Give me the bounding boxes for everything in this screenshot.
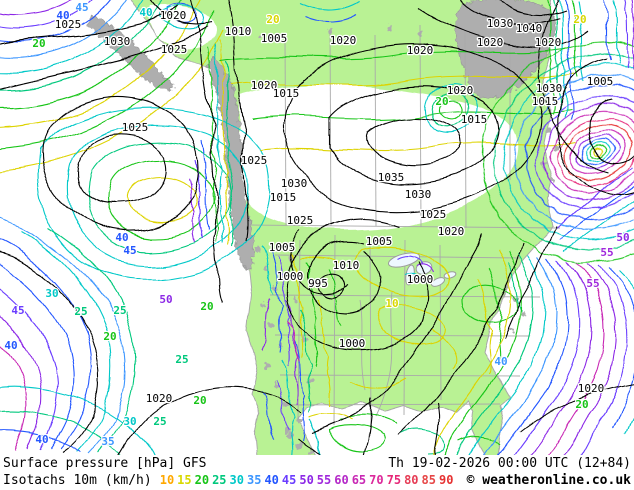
pressure-label: 1030 xyxy=(405,188,432,201)
legend-value-55: 55 xyxy=(316,473,332,487)
isotach-label: 55 xyxy=(586,277,599,290)
legend-value-25: 25 xyxy=(212,473,227,487)
pressure-label: 1020 xyxy=(160,9,187,22)
pressure-label: 1040 xyxy=(516,22,543,35)
field-title: Surface pressure [hPa] GFS xyxy=(3,456,207,472)
pressure-contours xyxy=(0,0,634,455)
legend-value-15: 15 xyxy=(177,473,192,487)
pressure-label: 1005 xyxy=(366,235,393,248)
isotach-label: 20 xyxy=(200,300,213,313)
isotach-label: 20 xyxy=(32,37,45,50)
isotach-label: 20 xyxy=(575,398,588,411)
field-label: Surface pressure [hPa] xyxy=(3,456,176,471)
pressure-label: 1025 xyxy=(287,214,314,227)
isotach-label: 35 xyxy=(101,435,114,448)
isotach-label: 40 xyxy=(56,9,69,22)
pressure-label: 1020 xyxy=(251,79,278,92)
isotach-contours xyxy=(0,0,634,455)
copyright: © weatheronline.co.uk xyxy=(466,473,631,488)
pressure-label: 1020 xyxy=(535,36,562,49)
legend-value-50: 50 xyxy=(299,473,314,487)
pressure-label: 1020 xyxy=(330,34,357,47)
pressure-label: 1000 xyxy=(339,337,366,350)
footer-line2: Isotachs 10m (km/h) 10 15 20 25 30 35 40 45 50 55… xyxy=(3,472,631,489)
isotach-label: 45 xyxy=(123,244,136,257)
pressure-label: 1030 xyxy=(104,35,131,48)
legend-scale: 10 15 20 25 30 35 40 45 50 55 60 65 70 75 80 85 90 xyxy=(160,472,457,489)
isotach-label: 45 xyxy=(75,1,88,14)
isotach-label: 45 xyxy=(11,304,24,317)
isotach-label: 25 xyxy=(113,304,126,317)
isotach-label: 20 xyxy=(435,95,448,108)
pressure-label: 1030 xyxy=(487,17,514,30)
footer-line1: Surface pressure [hPa] GFS Th 19-02-2026… xyxy=(3,456,631,472)
isotach-label: 30 xyxy=(45,287,58,300)
pressure-label: 1000 xyxy=(277,270,304,283)
isotach-label: 40 xyxy=(494,355,507,368)
pressure-label: 1030 xyxy=(536,82,563,95)
weather-map: 1025103010201010100510251020101510251025… xyxy=(0,0,634,455)
legend-value-45: 45 xyxy=(281,473,297,487)
legend-value-35: 35 xyxy=(246,473,262,487)
pressure-label: 1010 xyxy=(225,25,252,38)
isotach-label: 25 xyxy=(153,415,166,428)
pressure-label: 1025 xyxy=(161,43,188,56)
pressure-label: 1015 xyxy=(273,87,300,100)
valid-time: Th 19-02-2026 00:00 UTC (12+84) xyxy=(388,456,631,471)
pressure-label: 1025 xyxy=(241,154,268,167)
isotach-label: 50 xyxy=(616,231,629,244)
pressure-label: 1015 xyxy=(532,95,559,108)
legend-value-40: 40 xyxy=(264,473,279,487)
pressure-label: 1015 xyxy=(461,113,488,126)
isotach-label: 20 xyxy=(573,13,586,26)
legend-value-75: 75 xyxy=(386,473,402,487)
pressure-label: 1000 xyxy=(407,273,434,286)
isotach-label: 40 xyxy=(35,433,48,446)
map-labels: 1025103010201010100510251020101510251025… xyxy=(3,0,630,449)
legend-value-90: 90 xyxy=(438,473,454,487)
pressure-label: 1020 xyxy=(447,84,474,97)
pressure-label: 1020 xyxy=(578,382,605,395)
isotach-label: 20 xyxy=(193,394,206,407)
legend-value-20: 20 xyxy=(194,473,210,487)
pressure-label: 1020 xyxy=(477,36,504,49)
legend-value-60: 60 xyxy=(334,473,349,487)
isotach-label: 30 xyxy=(123,415,136,428)
isotach-label: 20 xyxy=(266,13,279,26)
pressure-label: 1035 xyxy=(378,171,405,184)
pressure-label: 1015 xyxy=(270,191,297,204)
legend-title: Isotachs 10m (km/h) xyxy=(3,473,152,488)
legend-value-85: 85 xyxy=(421,473,436,487)
isotach-label: 10 xyxy=(385,297,398,310)
pressure-label: 1030 xyxy=(281,177,308,190)
pressure-label: 1020 xyxy=(146,392,173,405)
pressure-label: 1020 xyxy=(438,225,465,238)
pressure-label: 1005 xyxy=(269,241,296,254)
pressure-label: 1025 xyxy=(122,121,149,134)
pressure-label: 1025 xyxy=(55,18,82,31)
isotach-label: 20 xyxy=(103,330,116,343)
isotach-label: 25 xyxy=(74,305,87,318)
pressure-label: 1005 xyxy=(261,32,288,45)
isotach-label: 50 xyxy=(159,293,172,306)
legend-value-30: 30 xyxy=(229,473,244,487)
legend-value-70: 70 xyxy=(369,473,384,487)
pressure-label: 995 xyxy=(308,277,328,290)
pressure-label: 1025 xyxy=(420,208,447,221)
isotach-label: 40 xyxy=(115,231,128,244)
isotach-label: 55 xyxy=(600,246,613,259)
isotach-label: 40 xyxy=(4,339,17,352)
pressure-label: 1010 xyxy=(333,259,360,272)
isotach-label: 25 xyxy=(175,353,188,366)
footer-bar: Surface pressure [hPa] GFS Th 19-02-2026… xyxy=(0,455,634,490)
legend-value-65: 65 xyxy=(351,473,367,487)
legend-value-10: 10 xyxy=(159,473,175,487)
pressure-label: 1005 xyxy=(587,75,614,88)
model-name: GFS xyxy=(183,456,207,471)
legend-value-80: 80 xyxy=(404,473,419,487)
isotach-label: 40 xyxy=(139,6,152,19)
pressure-label: 1020 xyxy=(407,44,434,57)
